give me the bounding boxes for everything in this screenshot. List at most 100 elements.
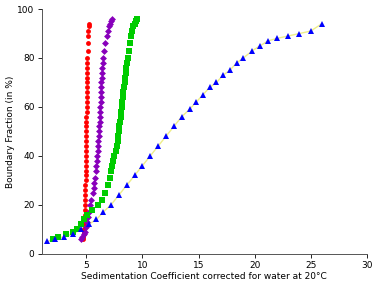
- A-(+): [96, 139, 101, 143]
- A-(-): [85, 213, 90, 216]
- A-(+):A-(-) 1:1 mixture: [164, 135, 168, 138]
- A-(+): [99, 71, 104, 74]
- A-(+): [94, 164, 99, 167]
- KDPG-aldolase (parent): [81, 232, 86, 236]
- A-(-): [118, 115, 123, 119]
- A-(+): [97, 125, 102, 128]
- A-(-): [124, 61, 129, 65]
- KDPG-aldolase (parent): [86, 42, 90, 45]
- Line: A-(+):A-(-) 1:1 mixture: A-(+):A-(-) 1:1 mixture: [44, 21, 325, 245]
- A-(-): [82, 218, 87, 221]
- KDPG-aldolase (parent): [84, 100, 89, 104]
- A-(-): [122, 81, 127, 84]
- A-(+): [89, 198, 94, 202]
- A-(+): [79, 237, 84, 241]
- A-(+): [104, 34, 109, 38]
- A-(+):A-(-) 1:1 mixture: [221, 73, 225, 77]
- KDPG-aldolase (parent): [82, 213, 87, 216]
- A-(-): [127, 49, 131, 52]
- KDPG-aldolase (parent): [85, 56, 90, 60]
- A-(-): [122, 86, 126, 89]
- A-(-): [105, 183, 110, 187]
- A-(-): [115, 144, 119, 148]
- KDPG-aldolase (parent): [85, 86, 89, 89]
- A-(+): [98, 110, 102, 114]
- KDPG-aldolase (parent): [83, 188, 88, 192]
- KDPG-aldolase (parent): [86, 34, 90, 38]
- KDPG-aldolase (parent): [84, 139, 88, 143]
- A-(-): [128, 42, 132, 45]
- A-(-): [113, 149, 118, 153]
- A-(-): [123, 76, 127, 79]
- A-(-): [112, 154, 117, 158]
- A-(+): [101, 61, 105, 65]
- A-(-): [135, 17, 139, 21]
- Line: KDPG-aldolase (parent): KDPG-aldolase (parent): [81, 21, 91, 241]
- KDPG-aldolase (parent): [84, 154, 88, 158]
- A-(+):A-(-) 1:1 mixture: [109, 203, 113, 207]
- KDPG-aldolase (parent): [87, 22, 91, 26]
- A-(-): [121, 95, 125, 99]
- KDPG-aldolase (parent): [84, 169, 88, 172]
- A-(+): [107, 24, 111, 28]
- KDPG-aldolase (parent): [84, 95, 89, 99]
- A-(+): [96, 135, 101, 138]
- A-(+):A-(-) 1:1 mixture: [140, 164, 145, 167]
- A-(-): [64, 232, 68, 236]
- A-(+): [109, 20, 113, 23]
- A-(+): [98, 100, 103, 104]
- A-(+):A-(-) 1:1 mixture: [319, 22, 324, 26]
- A-(+):A-(-) 1:1 mixture: [208, 86, 212, 89]
- A-(+): [91, 186, 96, 189]
- A-(-): [133, 20, 138, 23]
- A-(+):A-(-) 1:1 mixture: [266, 39, 270, 42]
- KDPG-aldolase (parent): [84, 174, 88, 177]
- A-(+): [93, 176, 98, 180]
- A-(+):A-(-) 1:1 mixture: [187, 108, 192, 111]
- A-(-): [79, 223, 83, 226]
- KDPG-aldolase (parent): [83, 208, 87, 212]
- A-(+):A-(-) 1:1 mixture: [132, 174, 137, 177]
- KDPG-aldolase (parent): [84, 115, 89, 119]
- KDPG-aldolase (parent): [81, 237, 85, 241]
- A-(+): [85, 220, 89, 224]
- A-(+):A-(-) 1:1 mixture: [124, 183, 129, 187]
- KDPG-aldolase (parent): [82, 228, 87, 231]
- KDPG-aldolase (parent): [83, 179, 88, 182]
- A-(+): [90, 191, 95, 194]
- A-(-): [125, 56, 130, 60]
- KDPG-aldolase (parent): [85, 81, 89, 84]
- A-(+):A-(-) 1:1 mixture: [228, 69, 232, 72]
- A-(+):A-(-) 1:1 mixture: [180, 115, 184, 119]
- A-(+): [110, 17, 115, 21]
- A-(+): [84, 225, 88, 228]
- KDPG-aldolase (parent): [84, 105, 89, 109]
- A-(+): [95, 154, 99, 158]
- A-(+): [108, 22, 112, 26]
- A-(+):A-(-) 1:1 mixture: [194, 100, 198, 104]
- A-(-): [132, 22, 137, 26]
- A-(+):A-(-) 1:1 mixture: [297, 32, 302, 35]
- A-(-): [120, 100, 124, 104]
- A-(+): [95, 149, 100, 153]
- A-(+): [102, 49, 107, 52]
- A-(+):A-(-) 1:1 mixture: [71, 232, 75, 236]
- KDPG-aldolase (parent): [85, 71, 90, 74]
- A-(+): [82, 230, 87, 233]
- A-(-): [116, 139, 120, 143]
- A-(+): [99, 86, 104, 89]
- A-(-): [108, 176, 112, 180]
- KDPG-aldolase (parent): [84, 159, 88, 162]
- A-(-): [75, 228, 80, 231]
- A-(-): [119, 110, 123, 114]
- KDPG-aldolase (parent): [85, 61, 90, 65]
- KDPG-aldolase (parent): [85, 66, 90, 69]
- A-(+):A-(-) 1:1 mixture: [94, 218, 99, 221]
- A-(+):A-(-) 1:1 mixture: [308, 29, 313, 33]
- A-(-): [90, 208, 94, 212]
- KDPG-aldolase (parent): [84, 164, 88, 167]
- A-(-): [130, 29, 135, 33]
- Line: A-(+): A-(+): [79, 16, 115, 241]
- A-(+): [92, 181, 97, 185]
- A-(+): [99, 76, 104, 79]
